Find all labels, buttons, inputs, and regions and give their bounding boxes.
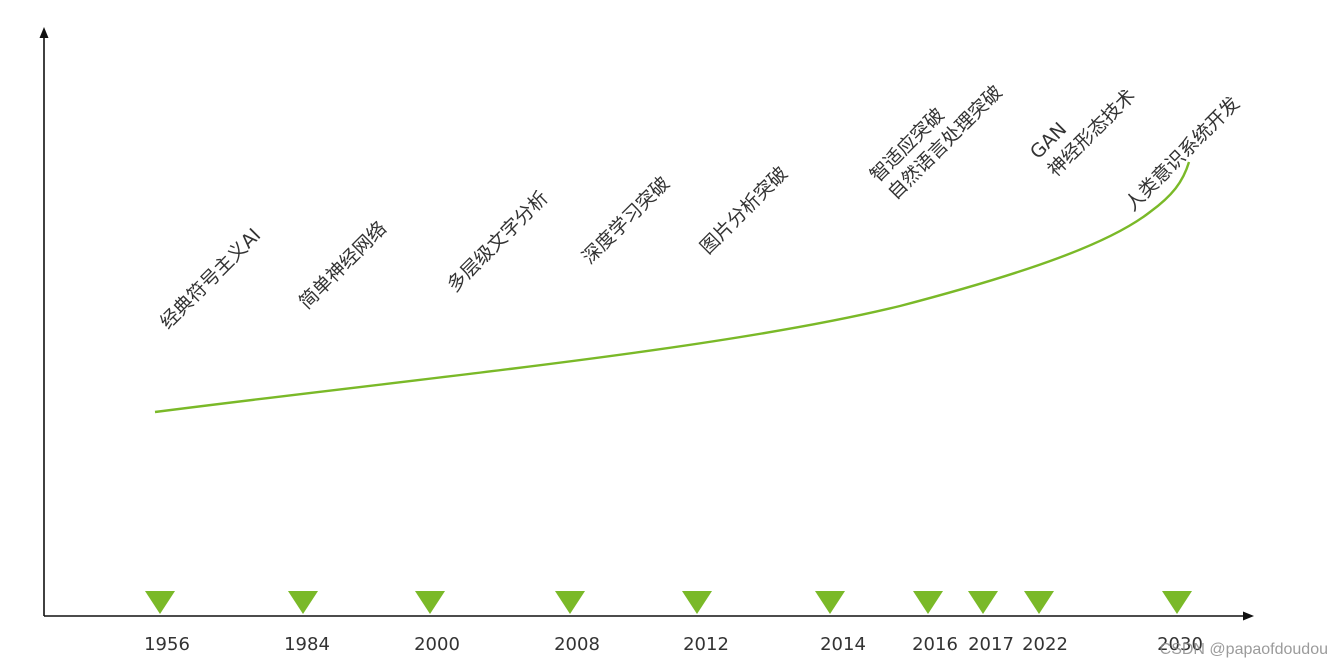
year-marker-icon [1162, 591, 1192, 614]
milestone-label-group: 多层级文字分析 [443, 187, 553, 297]
year-marker-icon [555, 591, 585, 614]
year-label: 1984 [284, 634, 330, 655]
year-label: 1956 [144, 634, 190, 655]
year-label: 2012 [683, 634, 729, 655]
y-axis-arrow-icon [39, 27, 49, 38]
milestone-labels: 经典符号主义AI 简单神经网络 多层级文字分析 深度学习突破 图片分析突破智适应突破自然… [156, 81, 1244, 333]
year-labels: 1956 1984 2000 2008 2012 2014 2016 2017 2022 2030 [144, 634, 1203, 655]
year-label: 2017 [968, 634, 1014, 655]
year-marker-icon [682, 591, 712, 614]
milestone-label: 图片分析突破 [696, 162, 792, 258]
growth-curve [154, 161, 1191, 414]
milestone-label-group: 人类意识系统开发 [1121, 92, 1244, 215]
milestone-label: 人类意识系统开发 [1121, 92, 1244, 215]
milestone-label: 深度学习突破 [578, 172, 674, 268]
year-label: 2016 [912, 634, 958, 655]
year-label: 2022 [1022, 634, 1068, 655]
year-marker-icon [145, 591, 175, 614]
year-marker-icon [1024, 591, 1054, 614]
year-label: 2030 [1157, 634, 1203, 655]
milestone-label: 经典符号主义AI [156, 224, 265, 333]
year-label: 2000 [414, 634, 460, 655]
year-marker-icon [913, 591, 943, 614]
milestone-label: 多层级文字分析 [443, 187, 553, 297]
milestone-label-group: 深度学习突破 [578, 172, 674, 268]
year-marker-icon [815, 591, 845, 614]
milestone-label: 简单神经网络 [295, 217, 391, 313]
year-label: 2014 [820, 634, 866, 655]
milestone-label-group: 图片分析突破 [696, 162, 792, 258]
year-markers [145, 591, 1192, 614]
year-label: 2008 [554, 634, 600, 655]
x-axis-arrow-icon [1243, 611, 1254, 621]
year-marker-icon [415, 591, 445, 614]
watermark-text: CSDN @papaofdoudou [1159, 641, 1328, 658]
milestone-label-group: 经典符号主义AI [156, 224, 265, 333]
year-marker-icon [968, 591, 998, 614]
year-marker-icon [288, 591, 318, 614]
milestone-label-group: 简单神经网络 [295, 217, 391, 313]
